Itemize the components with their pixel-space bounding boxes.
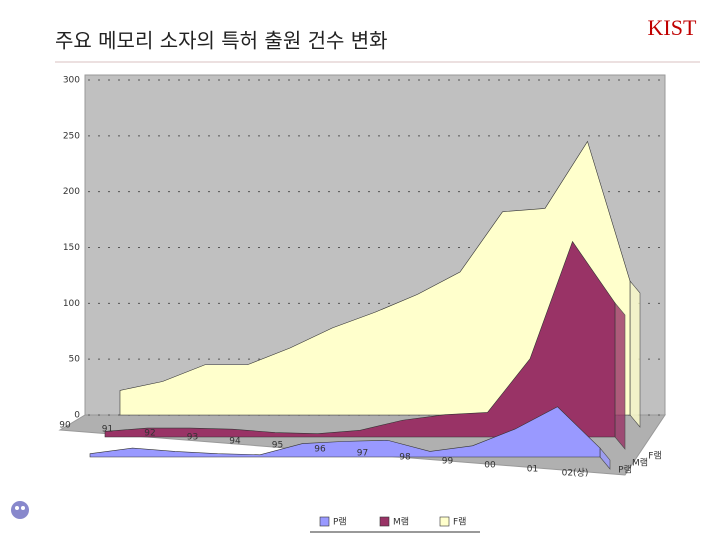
legend-swatch bbox=[379, 516, 390, 527]
legend: P램 M램 F램 bbox=[319, 516, 466, 528]
legend-swatch bbox=[439, 516, 450, 527]
series-area bbox=[89, 406, 601, 458]
x-tick-label: 98 bbox=[399, 453, 411, 463]
x-tick-label: 91 bbox=[102, 425, 113, 435]
legend-label: P램 bbox=[333, 516, 347, 528]
series-depth-label: M램 bbox=[632, 457, 648, 469]
series-side bbox=[629, 280, 641, 428]
y-tick-label: 200 bbox=[63, 187, 80, 197]
slide-title: 주요 메모리 소자의 특허 출원 건수 변화 bbox=[55, 29, 388, 53]
series-depth-label: F램 bbox=[648, 450, 661, 462]
x-tick-label: 92 bbox=[144, 429, 155, 439]
x-tick-label: 00 bbox=[484, 461, 496, 471]
legend-label: M램 bbox=[393, 516, 409, 528]
y-tick-label: 100 bbox=[63, 299, 80, 309]
x-tick-label: 99 bbox=[442, 457, 454, 467]
logo: KIST bbox=[648, 15, 697, 40]
plot: 0 50 100 150 200 250 300 90 91 92 93 94 95 96 97 98 99 00… bbox=[59, 76, 665, 479]
x-tick-label: 94 bbox=[229, 437, 241, 447]
x-tick-label: 01 bbox=[527, 465, 538, 475]
y-tick-label: 150 bbox=[63, 243, 80, 253]
y-tick-label: 50 bbox=[69, 355, 81, 365]
x-tick-label: 97 bbox=[357, 449, 368, 459]
series-area bbox=[119, 140, 631, 416]
clip-art bbox=[11, 501, 29, 519]
x-tick-label: 96 bbox=[314, 445, 326, 455]
x-tick-label: 93 bbox=[187, 433, 198, 443]
x-tick-label: 90 bbox=[59, 421, 71, 431]
y-tick-label: 250 bbox=[63, 131, 80, 141]
y-tick-label: 300 bbox=[63, 76, 80, 86]
legend-swatch bbox=[319, 516, 330, 527]
legend-label: F램 bbox=[453, 516, 466, 528]
x-tick-label: 02(상) bbox=[562, 468, 589, 479]
y-tick-label: 0 bbox=[74, 411, 80, 421]
series-side bbox=[614, 302, 626, 450]
series-depth-label: P램 bbox=[618, 464, 632, 476]
x-tick-label: 95 bbox=[272, 441, 283, 451]
